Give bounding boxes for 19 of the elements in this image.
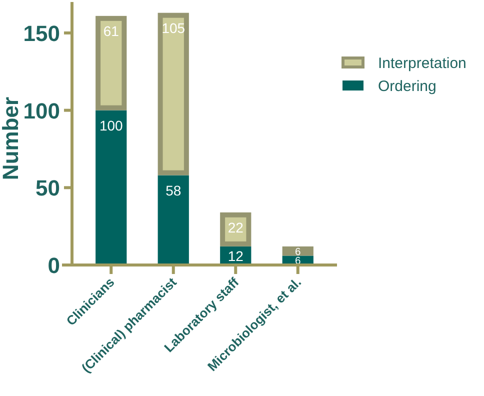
data-label: 22 bbox=[228, 219, 244, 236]
bar bbox=[158, 175, 189, 265]
bar bbox=[220, 212, 252, 246]
y-axis-title: Number bbox=[0, 96, 23, 180]
data-label: 61 bbox=[103, 22, 120, 39]
legend-label: Ordering bbox=[378, 78, 436, 95]
data-label: 6 bbox=[295, 246, 302, 258]
data-label: 12 bbox=[228, 248, 244, 264]
bar bbox=[96, 16, 127, 110]
data-label: 105 bbox=[162, 20, 186, 36]
bar bbox=[158, 12, 189, 176]
y-tick-label: 0 bbox=[48, 253, 60, 278]
data-label: 58 bbox=[166, 182, 182, 198]
y-tick-label: 50 bbox=[36, 176, 60, 201]
legend-label: Interpretation bbox=[378, 55, 466, 72]
y-tick-label: 100 bbox=[23, 98, 60, 124]
y-tick-label: 150 bbox=[23, 20, 60, 46]
data-label: 100 bbox=[99, 117, 124, 134]
bar bbox=[96, 110, 127, 265]
